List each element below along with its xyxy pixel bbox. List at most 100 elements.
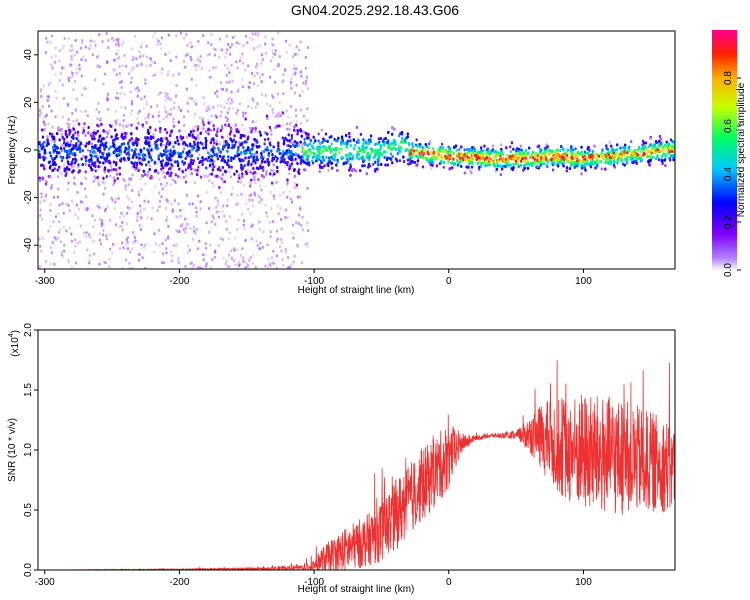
spectrogram-cell [159,130,162,134]
spectrogram-cell [237,140,240,144]
spectrogram-cell [235,41,238,45]
spectrogram-cell [107,141,110,145]
spectrogram-cell [50,109,53,113]
spectrogram-cell [145,44,148,48]
spectrogram-cell [145,55,149,59]
spectrogram-cell [212,47,215,51]
spectrogram-cell [304,82,308,86]
spectrogram-cell [110,135,113,139]
spectrogram-cell [270,256,274,260]
spectrogram-cell [145,99,148,103]
spectrogram-cell [172,73,175,77]
spectrogram-cell [162,117,165,121]
spectrogram-cell [300,74,303,78]
spectrogram-cell [247,104,250,108]
spectrogram-cell [167,234,170,238]
spectrogram-cell [185,193,189,197]
spectrogram-cell [220,110,223,114]
spectrogram-cell [132,66,135,70]
spectrogram-cell [182,115,186,119]
spectrogram-cell [204,253,207,257]
spectrogram-cell [213,153,216,157]
spectrogram-cell [162,170,165,174]
spectrogram-cell [138,252,141,256]
spectrogram-cell [223,105,226,109]
spectrogram-cell [225,227,228,231]
spectrogram-cell [204,264,208,268]
spectrogram-cell [113,179,116,183]
spectrogram-cell [82,143,85,147]
spectrogram-cell [60,66,64,70]
spectrogram-cell [105,130,108,134]
spectrogram-cell [103,72,107,76]
spectrogram-cell [53,61,56,65]
spectrogram-cell [74,213,77,217]
spectrogram-cell [228,264,231,268]
spectrogram-cell [248,181,251,185]
spectrogram-cell [295,83,298,87]
spectrogram-cell [128,266,131,269]
spectrogram-cell [483,144,486,148]
spectrogram-cell [67,181,70,185]
spectrogram-cell [132,230,135,234]
spectrogram-cell [252,47,256,51]
spectrogram-cell [80,74,83,78]
spectrogram-cell [54,89,57,93]
spectrogram-cell [290,83,293,87]
spectrogram-cell [167,174,170,178]
spectrogram-cell [104,181,107,185]
spectrogram-cell [398,159,402,163]
spectrogram-cell [67,79,71,83]
spectrogram-cell [229,52,232,56]
spectrogram-cell [62,225,65,229]
spectrogram-cell [137,121,140,125]
spectrogram-cell [39,214,42,218]
spectrogram-cell [81,93,84,97]
spectrogram-cell [158,120,161,124]
spectrogram-cell [271,108,274,112]
spectrogram-cell [253,193,256,197]
spectrogram-cell [227,107,230,111]
spectrogram-cell [163,261,166,265]
spectrogram-cell [243,68,247,72]
spectrogram-cell [68,208,71,212]
spectrogram-cell [162,136,165,140]
spectrogram-cell [182,228,185,232]
spectrogram-cell [295,67,298,71]
spectrogram-cell [231,100,234,104]
spectrogram-cell [565,166,569,170]
spectrogram-cell [143,199,146,203]
spectrogram-cell [156,42,159,46]
spectrogram-cell [122,142,126,146]
spectrogram-cell [206,53,209,57]
spectrogram-cell [144,173,147,177]
spectrogram-cell [241,52,244,56]
spectrogram-cell [356,150,359,154]
spectrogram-cell [144,136,147,140]
spectrogram-cell [264,42,267,46]
spectrogram-cell [306,221,309,225]
spectrogram-cell [54,54,57,58]
spectrogram-cell [177,142,180,146]
spectrogram-cell [217,210,221,214]
spectrogram-cell [52,195,56,199]
spectrogram-cell [593,144,596,148]
spectrogram-cell [274,181,278,185]
spectrogram-cell [97,110,101,114]
spectrogram-cell [62,66,65,70]
spectrogram-cell [43,199,46,203]
spectrogram-cell [240,77,244,81]
spectrogram-cell [96,129,99,133]
spectrogram-cell [197,64,200,68]
spectrogram-cell [242,259,245,263]
spectrogram-cell [298,94,301,98]
spectrogram-cell [209,141,212,145]
spectrogram-cell [270,132,273,136]
spectrogram-cell [291,231,294,235]
spectrogram-cell [140,243,143,247]
spectrogram-cell [139,55,142,59]
spectrogram-cell [157,92,160,96]
spectrogram-cell [185,135,188,139]
spectrogram-cell [253,32,256,36]
spectrogram-cell [201,117,204,121]
